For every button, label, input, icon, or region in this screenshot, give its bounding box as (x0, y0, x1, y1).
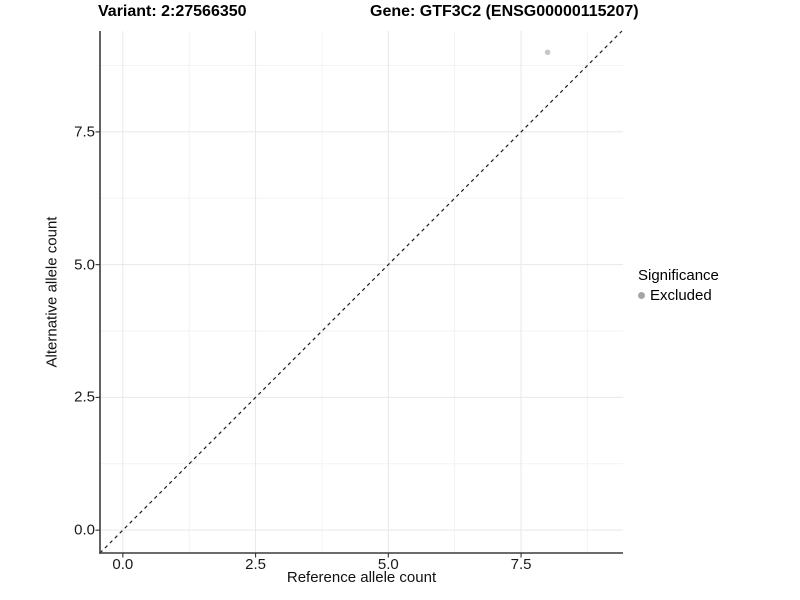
identity-reference-line (99, 30, 623, 554)
legend-item-excluded: Excluded (638, 287, 719, 304)
y-axis-tick-label: 0.0 (74, 521, 95, 539)
legend-item-label: Excluded (650, 287, 712, 304)
y-axis-tick-label: 5.0 (74, 256, 95, 274)
legend-key-dot-icon (638, 292, 645, 299)
plot-title-gene: Gene: GTF3C2 (ENSG00000115207) (370, 3, 639, 20)
x-axis-tick-label: 7.5 (510, 556, 532, 573)
x-axis-tick-label: 2.5 (245, 556, 266, 573)
x-axis-tick-label: 5.0 (377, 556, 399, 573)
plot-title-variant: Variant: 2:27566350 (98, 3, 247, 20)
y-axis-tick-label: 2.5 (74, 388, 95, 406)
x-axis-title: Reference allele count (286, 569, 437, 586)
legend: Significance Excluded (638, 267, 719, 304)
y-axis-tick-label: 7.5 (74, 123, 95, 141)
data-point (544, 49, 551, 56)
x-axis-tick-label: 0.0 (112, 556, 134, 573)
legend-title: Significance (638, 267, 719, 284)
